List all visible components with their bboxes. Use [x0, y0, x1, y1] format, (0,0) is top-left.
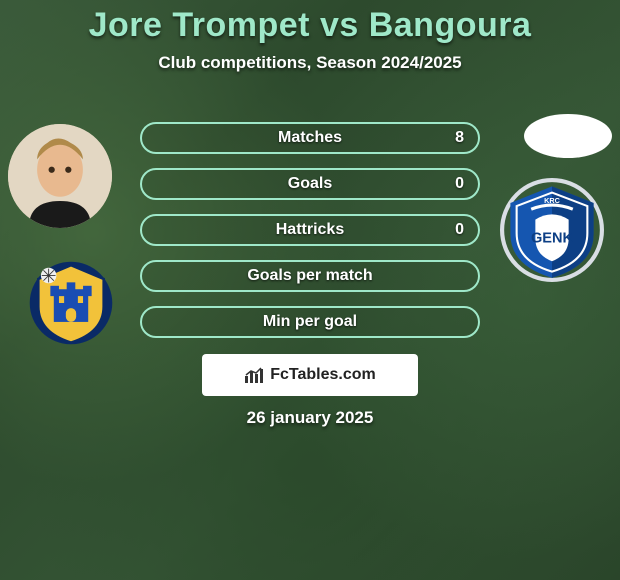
- stat-row: Min per goal: [140, 306, 480, 338]
- stat-row: Goals 0: [140, 168, 480, 200]
- stat-label: Matches: [142, 124, 478, 152]
- player-photo-right: [524, 114, 612, 158]
- stat-right-value: 0: [455, 216, 464, 244]
- branding-label: FcTables.com: [270, 366, 376, 384]
- page-title: Jore Trompet vs Bangoura: [0, 0, 620, 45]
- svg-text:KRC: KRC: [544, 196, 560, 205]
- player-photo-left: [8, 124, 112, 228]
- club-badge-right: GENK KRC: [500, 178, 604, 282]
- stat-label: Goals per match: [142, 262, 478, 290]
- stat-row: Matches 8: [140, 122, 480, 154]
- date-label: 26 january 2025: [0, 408, 620, 428]
- stat-right-value: 0: [455, 170, 464, 198]
- stat-label: Min per goal: [142, 308, 478, 336]
- branding-badge: FcTables.com: [202, 354, 418, 396]
- stats-list: Matches 8 Goals 0 Hattricks 0 Goals per …: [140, 122, 480, 352]
- stat-row: Hattricks 0: [140, 214, 480, 246]
- stat-label: Goals: [142, 170, 478, 198]
- comparison-card: Jore Trompet vs Bangoura Club competitio…: [0, 0, 620, 580]
- stat-label: Hattricks: [142, 216, 478, 244]
- player-avatar-icon: [8, 124, 112, 228]
- club-badge-left: [28, 260, 114, 346]
- stat-right-value: 8: [455, 124, 464, 152]
- club-crest-icon: [28, 260, 114, 346]
- club-crest-icon: GENK KRC: [500, 178, 604, 282]
- chart-icon: [244, 366, 264, 384]
- stat-row: Goals per match: [140, 260, 480, 292]
- subtitle: Club competitions, Season 2024/2025: [0, 53, 620, 73]
- svg-text:GENK: GENK: [531, 230, 574, 246]
